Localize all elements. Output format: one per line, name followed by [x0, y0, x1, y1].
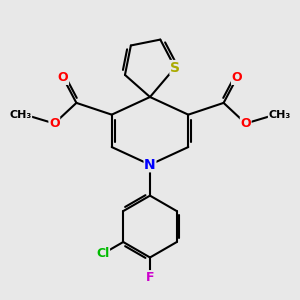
Text: O: O: [49, 117, 60, 130]
Text: F: F: [146, 271, 154, 284]
Text: CH₃: CH₃: [268, 110, 291, 120]
Text: N: N: [144, 158, 156, 172]
Text: O: O: [58, 71, 68, 84]
Text: S: S: [170, 61, 180, 75]
Text: O: O: [232, 71, 242, 84]
Text: CH₃: CH₃: [9, 110, 32, 120]
Text: O: O: [240, 117, 251, 130]
Text: Cl: Cl: [96, 247, 110, 260]
